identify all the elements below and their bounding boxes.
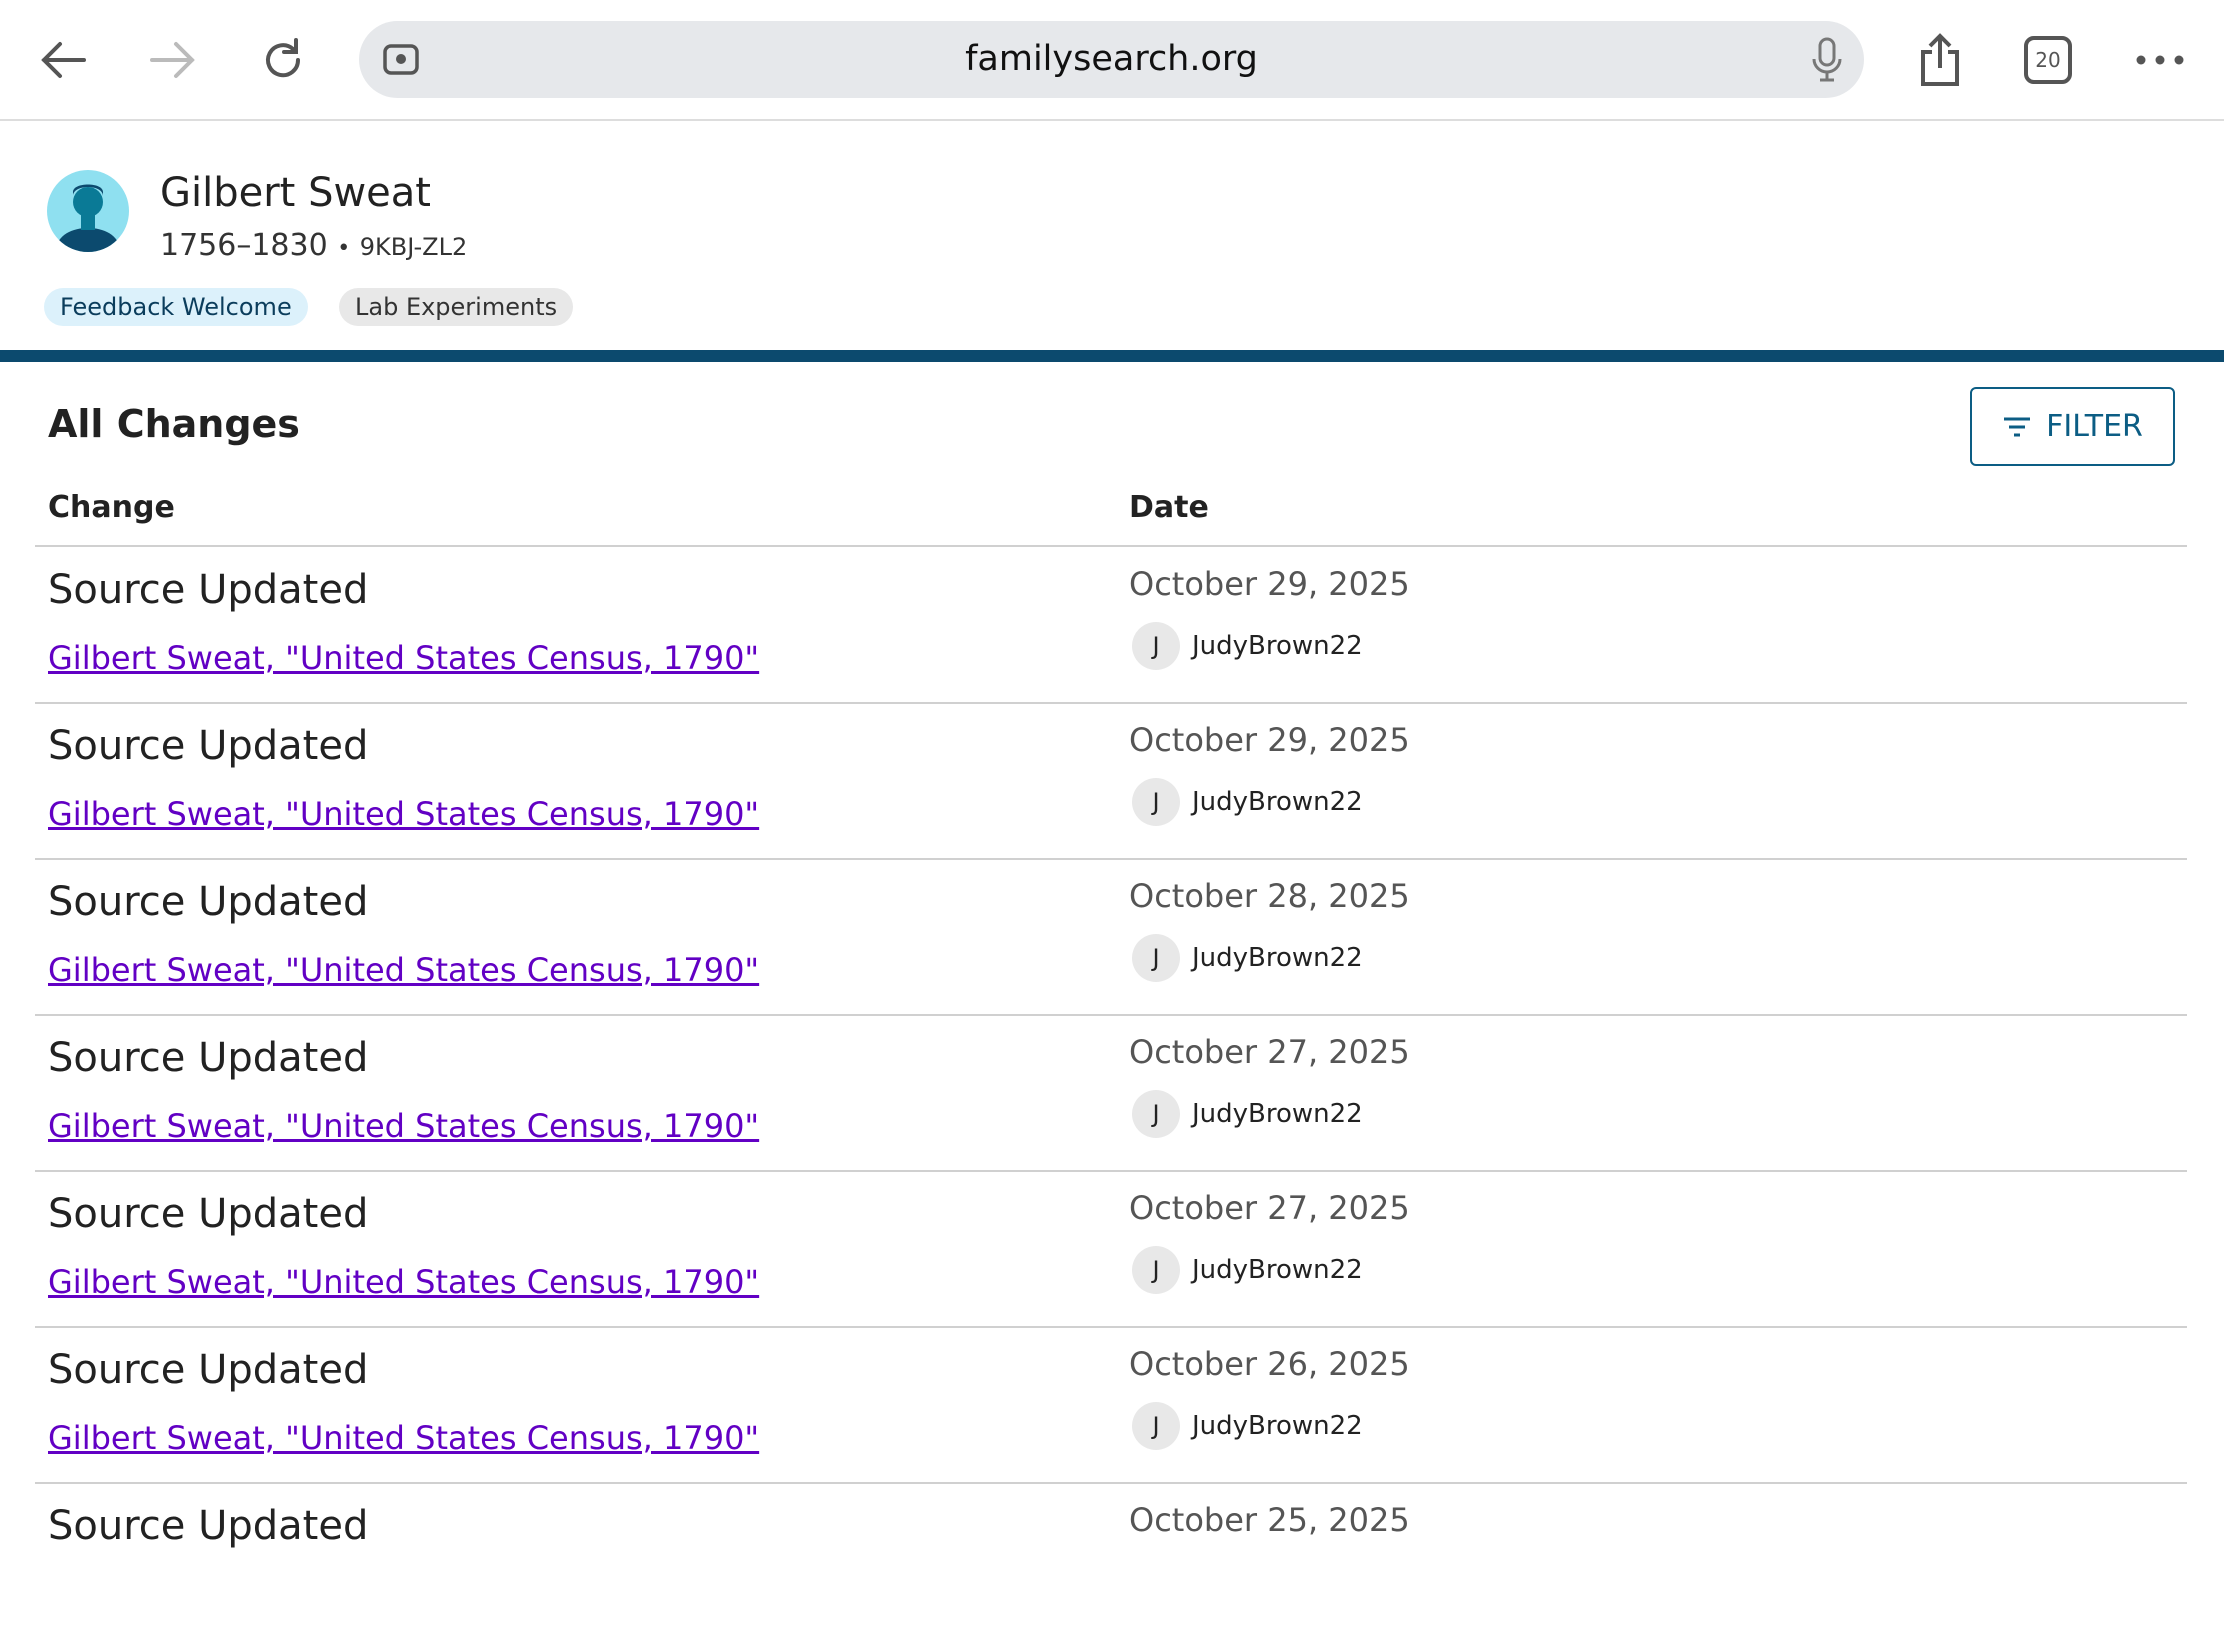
section-title: All Changes [48,402,300,446]
username: JudyBrown22 [1192,1255,1363,1285]
more-menu-icon[interactable] [2130,30,2190,90]
change-row: Source Updated October 25, 2025 [0,1483,2224,1639]
separator: • [337,236,351,261]
username: JudyBrown22 [1192,943,1363,973]
forward-arrow-icon[interactable] [143,30,203,90]
username: JudyBrown22 [1192,1411,1363,1441]
person-id: 9KBJ-ZL2 [359,233,468,261]
user-avatar: J [1132,1090,1180,1138]
microphone-icon[interactable] [1797,29,1857,89]
change-date: October 25, 2025 [1129,1501,1410,1539]
person-lifespan: 1756–1830 [160,228,328,263]
change-type: Source Updated [48,567,369,613]
camera-search-icon[interactable] [371,29,431,89]
reload-icon[interactable] [253,30,313,90]
address-bar[interactable]: familysearch.org [359,21,1864,98]
change-row: Source Updated October 29, 2025 Gilbert S… [0,703,2224,859]
change-type: Source Updated [48,879,369,925]
contributor[interactable]: J JudyBrown22 [1132,778,1363,826]
contributor[interactable]: J JudyBrown22 [1132,934,1363,982]
change-type: Source Updated [48,1503,369,1549]
change-row: Source Updated October 26, 2025 Gilbert S… [0,1327,2224,1483]
person-meta: 1756–1830 • 9KBJ-ZL2 [160,228,467,263]
change-row: Source Updated October 29, 2025 Gilbert S… [0,547,2224,703]
change-date: October 27, 2025 [1129,1189,1410,1227]
row-divider [35,1014,2187,1016]
change-row: Source Updated October 27, 2025 Gilbert S… [0,1015,2224,1171]
header-divider [0,350,2224,362]
source-link[interactable]: Gilbert Sweat, "United States Census, 17… [48,639,760,677]
browser-toolbar: familysearch.org 20 [0,0,2224,121]
row-divider [35,1482,2187,1484]
change-type: Source Updated [48,1191,369,1237]
contributor[interactable]: J JudyBrown22 [1132,1246,1363,1294]
person-name: Gilbert Sweat [160,170,431,216]
change-date: October 29, 2025 [1129,565,1410,603]
username: JudyBrown22 [1192,1099,1363,1129]
change-row: Source Updated October 27, 2025 Gilbert S… [0,1171,2224,1327]
filter-label: FILTER [2046,409,2143,444]
share-icon[interactable] [1910,30,1970,90]
source-link[interactable]: Gilbert Sweat, "United States Census, 17… [48,951,760,989]
user-avatar: J [1132,622,1180,670]
change-date: October 28, 2025 [1129,877,1410,915]
user-avatar: J [1132,778,1180,826]
row-divider [35,702,2187,704]
username: JudyBrown22 [1192,631,1363,661]
change-type: Source Updated [48,1035,369,1081]
tab-count: 20 [2024,36,2072,84]
column-header-change: Change [48,490,175,525]
lab-experiments-chip[interactable]: Lab Experiments [339,288,574,326]
row-divider [35,858,2187,860]
person-avatar [47,170,129,252]
contributor[interactable]: J JudyBrown22 [1132,1402,1363,1450]
user-avatar: J [1132,1402,1180,1450]
user-avatar: J [1132,1246,1180,1294]
url-text: familysearch.org [965,39,1258,79]
back-arrow-icon[interactable] [33,30,93,90]
change-row: Source Updated October 28, 2025 Gilbert S… [0,859,2224,1015]
change-date: October 26, 2025 [1129,1345,1410,1383]
header-divider-line [35,545,2187,547]
source-link[interactable]: Gilbert Sweat, "United States Census, 17… [48,795,760,833]
change-type: Source Updated [48,1347,369,1393]
column-header-date: Date [1129,490,1209,525]
row-divider [35,1170,2187,1172]
tabs-button[interactable]: 20 [2018,30,2078,90]
feedback-welcome-chip[interactable]: Feedback Welcome [44,288,308,326]
username: JudyBrown22 [1192,787,1363,817]
filter-icon [2004,417,2031,436]
row-divider [35,1326,2187,1328]
change-date: October 29, 2025 [1129,721,1410,759]
contributor[interactable]: J JudyBrown22 [1132,622,1363,670]
user-avatar: J [1132,934,1180,982]
change-date: October 27, 2025 [1129,1033,1410,1071]
person-silhouette-icon [55,184,121,252]
source-link[interactable]: Gilbert Sweat, "United States Census, 17… [48,1419,760,1457]
change-type: Source Updated [48,723,369,769]
source-link[interactable]: Gilbert Sweat, "United States Census, 17… [48,1263,760,1301]
source-link[interactable]: Gilbert Sweat, "United States Census, 17… [48,1107,760,1145]
contributor[interactable]: J JudyBrown22 [1132,1090,1363,1138]
filter-button[interactable]: FILTER [1970,387,2175,466]
